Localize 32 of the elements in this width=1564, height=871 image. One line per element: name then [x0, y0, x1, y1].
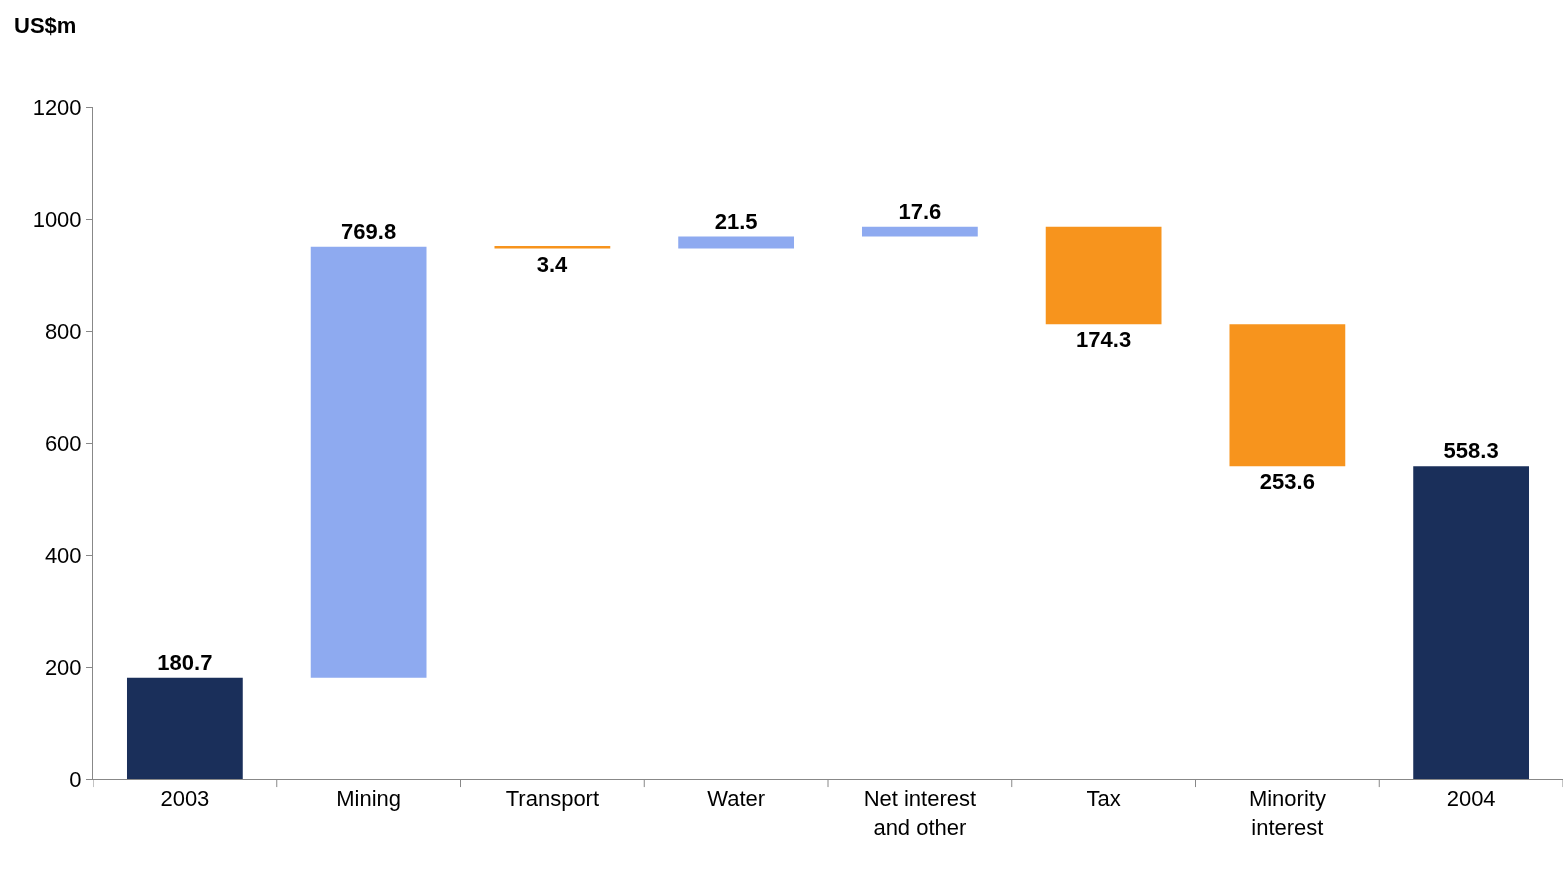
data-label: 180.7 — [157, 649, 213, 675]
bar — [861, 226, 978, 237]
data-label: 17.6 — [898, 198, 942, 224]
data-label: 253.6 — [1259, 469, 1315, 495]
x-tick-label: Mining — [336, 786, 402, 812]
data-label: 558.3 — [1443, 438, 1499, 464]
data-label: 769.8 — [341, 218, 397, 244]
x-tick-label: Transport — [505, 786, 600, 812]
y-tick-label: 800 — [44, 318, 82, 344]
data-label: 3.4 — [536, 251, 569, 277]
x-tick-label: 2004 — [1446, 786, 1496, 812]
x-tick-label: Water — [707, 786, 766, 812]
bar — [678, 236, 795, 249]
data-label: 21.5 — [714, 208, 758, 234]
x-tick-label: 2003 — [160, 786, 210, 812]
data-label: 174.3 — [1076, 327, 1132, 353]
y-tick-label: 400 — [44, 542, 82, 568]
y-tick-label: 1200 — [32, 94, 82, 120]
y-axis-title: US$m — [14, 13, 77, 38]
bar — [494, 246, 611, 249]
x-tick-label: Minority interest — [1248, 786, 1326, 840]
y-tick-label: 1000 — [32, 206, 82, 232]
bar — [1413, 466, 1530, 779]
y-tick-label: 600 — [44, 430, 82, 456]
x-tick-label: Tax — [1086, 786, 1121, 812]
bar — [1045, 226, 1162, 325]
y-tick-label: 0 — [69, 766, 82, 792]
bar — [1229, 324, 1346, 467]
bar — [310, 246, 427, 678]
x-tick-label: Net interest and other — [863, 786, 977, 840]
bar — [126, 677, 243, 779]
y-tick-label: 200 — [44, 654, 82, 680]
